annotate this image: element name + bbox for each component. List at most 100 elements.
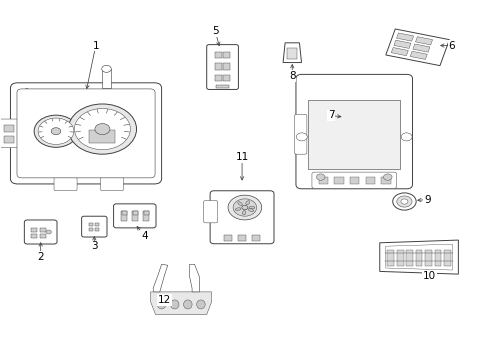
Ellipse shape bbox=[183, 300, 192, 309]
Bar bbox=[365, 177, 374, 184]
Circle shape bbox=[34, 115, 78, 147]
FancyBboxPatch shape bbox=[294, 114, 306, 154]
Bar bbox=[95, 223, 99, 226]
Circle shape bbox=[51, 128, 61, 135]
Polygon shape bbox=[412, 44, 429, 52]
Bar bbox=[223, 63, 230, 69]
Text: 1: 1 bbox=[92, 41, 99, 50]
Bar bbox=[132, 211, 138, 215]
Text: 10: 10 bbox=[423, 271, 435, 281]
Ellipse shape bbox=[157, 300, 165, 309]
Bar bbox=[318, 177, 327, 184]
Bar bbox=[215, 85, 229, 89]
Bar bbox=[215, 75, 222, 81]
Ellipse shape bbox=[242, 211, 245, 215]
Circle shape bbox=[400, 199, 407, 204]
FancyBboxPatch shape bbox=[24, 220, 57, 244]
Polygon shape bbox=[150, 292, 211, 315]
Bar bbox=[89, 130, 115, 143]
Bar bbox=[238, 235, 245, 242]
Bar bbox=[396, 250, 403, 266]
Bar bbox=[89, 228, 93, 231]
Circle shape bbox=[296, 133, 306, 141]
FancyBboxPatch shape bbox=[311, 172, 396, 188]
Bar bbox=[122, 211, 126, 215]
Bar bbox=[443, 250, 450, 266]
Bar bbox=[386, 250, 393, 266]
FancyBboxPatch shape bbox=[0, 119, 21, 148]
Polygon shape bbox=[18, 88, 29, 117]
Bar bbox=[132, 211, 138, 221]
Bar bbox=[223, 52, 230, 58]
Polygon shape bbox=[385, 29, 448, 66]
Text: 3: 3 bbox=[91, 241, 98, 251]
Ellipse shape bbox=[237, 202, 242, 206]
Bar bbox=[102, 69, 110, 88]
Text: 5: 5 bbox=[211, 26, 218, 36]
Bar bbox=[349, 177, 359, 184]
Text: 4: 4 bbox=[141, 231, 147, 240]
FancyBboxPatch shape bbox=[10, 83, 161, 184]
Bar bbox=[286, 48, 297, 59]
Circle shape bbox=[46, 230, 51, 234]
Bar bbox=[434, 250, 441, 266]
Bar bbox=[415, 250, 422, 266]
Polygon shape bbox=[409, 51, 427, 59]
FancyBboxPatch shape bbox=[210, 191, 273, 244]
Bar bbox=[215, 52, 222, 58]
Text: 12: 12 bbox=[157, 295, 170, 305]
Polygon shape bbox=[415, 37, 432, 45]
Bar bbox=[89, 223, 93, 226]
Ellipse shape bbox=[196, 300, 205, 309]
Circle shape bbox=[102, 65, 111, 72]
FancyBboxPatch shape bbox=[203, 201, 217, 223]
Bar bbox=[223, 75, 230, 81]
Polygon shape bbox=[189, 264, 199, 292]
Bar bbox=[307, 100, 400, 168]
FancyBboxPatch shape bbox=[54, 177, 77, 191]
Bar bbox=[381, 177, 390, 184]
Bar bbox=[40, 234, 46, 238]
Circle shape bbox=[233, 199, 256, 216]
Text: 9: 9 bbox=[423, 195, 430, 205]
FancyBboxPatch shape bbox=[295, 75, 412, 189]
Polygon shape bbox=[393, 40, 410, 48]
Bar bbox=[424, 250, 431, 266]
Polygon shape bbox=[283, 43, 301, 63]
Polygon shape bbox=[153, 264, 167, 292]
Bar bbox=[40, 228, 46, 231]
FancyBboxPatch shape bbox=[100, 177, 123, 191]
Circle shape bbox=[38, 118, 74, 144]
Bar bbox=[142, 211, 149, 221]
Circle shape bbox=[316, 174, 325, 180]
Polygon shape bbox=[390, 48, 407, 56]
FancyBboxPatch shape bbox=[113, 204, 156, 228]
Circle shape bbox=[74, 108, 130, 150]
Circle shape bbox=[392, 193, 415, 210]
FancyBboxPatch shape bbox=[206, 45, 238, 89]
Ellipse shape bbox=[248, 206, 254, 209]
Circle shape bbox=[396, 196, 411, 207]
Circle shape bbox=[242, 205, 247, 210]
FancyBboxPatch shape bbox=[17, 89, 155, 178]
Bar bbox=[95, 228, 99, 231]
FancyBboxPatch shape bbox=[81, 216, 107, 237]
Text: 8: 8 bbox=[288, 71, 295, 81]
Circle shape bbox=[68, 104, 136, 154]
Polygon shape bbox=[379, 240, 457, 274]
Bar bbox=[334, 177, 343, 184]
Circle shape bbox=[95, 123, 110, 135]
Bar bbox=[215, 63, 222, 69]
Text: 6: 6 bbox=[447, 41, 454, 50]
Text: 2: 2 bbox=[37, 252, 44, 262]
Polygon shape bbox=[396, 33, 413, 41]
Circle shape bbox=[383, 174, 391, 180]
Text: 7: 7 bbox=[327, 111, 334, 121]
Ellipse shape bbox=[245, 201, 249, 205]
Bar bbox=[31, 228, 37, 231]
Bar bbox=[406, 250, 412, 266]
Ellipse shape bbox=[248, 208, 253, 212]
Circle shape bbox=[400, 133, 411, 141]
Ellipse shape bbox=[235, 208, 241, 211]
Bar bbox=[143, 211, 148, 215]
